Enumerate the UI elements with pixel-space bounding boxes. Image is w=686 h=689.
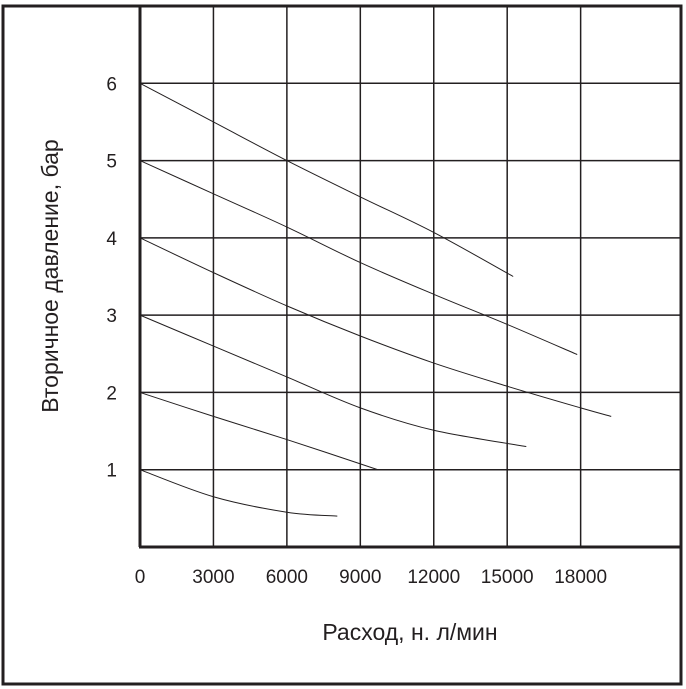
x-tick-label: 9000 xyxy=(339,567,381,588)
x-tick-label: 15000 xyxy=(481,567,534,588)
series-line-4 xyxy=(139,314,527,448)
series-line-5 xyxy=(139,391,379,471)
x-tick-label: 0 xyxy=(135,567,146,588)
series-lines xyxy=(139,82,612,517)
series-line-3 xyxy=(139,237,612,417)
y-tick-label: 6 xyxy=(106,74,117,95)
y-tick-label: 1 xyxy=(106,461,117,482)
series-line-2 xyxy=(139,160,578,356)
x-tick-label: 12000 xyxy=(407,567,460,588)
x-axis-label: Расход, н. л/мин xyxy=(322,619,497,645)
x-tick-labels: 0 3000 6000 9000 12000 15000 18000 xyxy=(135,567,607,588)
x-tick-label: 3000 xyxy=(192,567,234,588)
y-tick-label: 4 xyxy=(106,229,117,250)
outer-frame xyxy=(1,4,683,686)
y-tick-labels: 1 2 3 4 5 6 xyxy=(106,74,117,481)
x-tick-label: 18000 xyxy=(554,567,607,588)
y-tick-label: 2 xyxy=(106,383,117,404)
grid xyxy=(140,6,681,547)
y-axis-label: Вторичное давление, бар xyxy=(37,139,63,412)
y-tick-label: 3 xyxy=(106,306,117,327)
series-line-1 xyxy=(139,82,514,277)
series-line-6 xyxy=(139,469,338,517)
x-tick-label: 6000 xyxy=(266,567,308,588)
y-tick-label: 5 xyxy=(106,152,117,173)
